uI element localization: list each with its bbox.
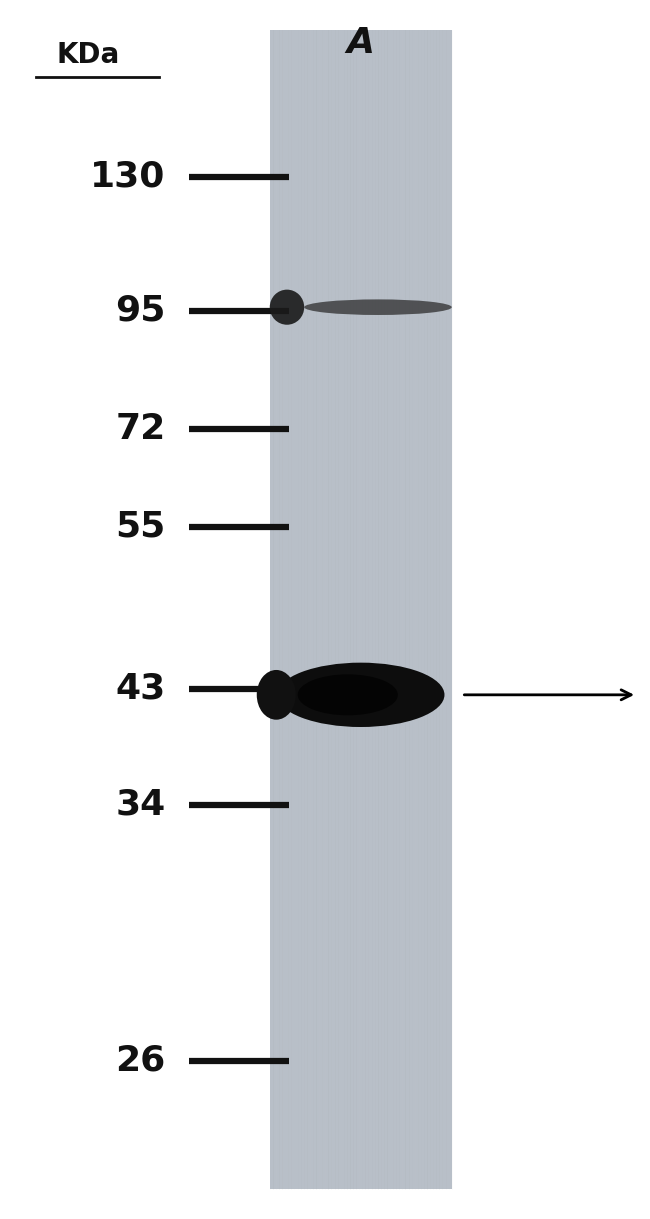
Ellipse shape <box>270 290 304 324</box>
Text: 26: 26 <box>116 1043 166 1078</box>
Text: 55: 55 <box>116 510 166 544</box>
Text: 43: 43 <box>116 672 166 706</box>
Text: 95: 95 <box>116 294 166 328</box>
Text: 130: 130 <box>90 160 166 194</box>
Ellipse shape <box>304 300 452 315</box>
Ellipse shape <box>277 663 445 727</box>
Text: A: A <box>346 26 375 60</box>
Text: KDa: KDa <box>56 41 120 68</box>
Ellipse shape <box>298 674 398 716</box>
Text: 72: 72 <box>116 412 166 446</box>
Bar <box>270 30 452 1189</box>
Text: 34: 34 <box>116 787 166 822</box>
Ellipse shape <box>257 670 296 719</box>
